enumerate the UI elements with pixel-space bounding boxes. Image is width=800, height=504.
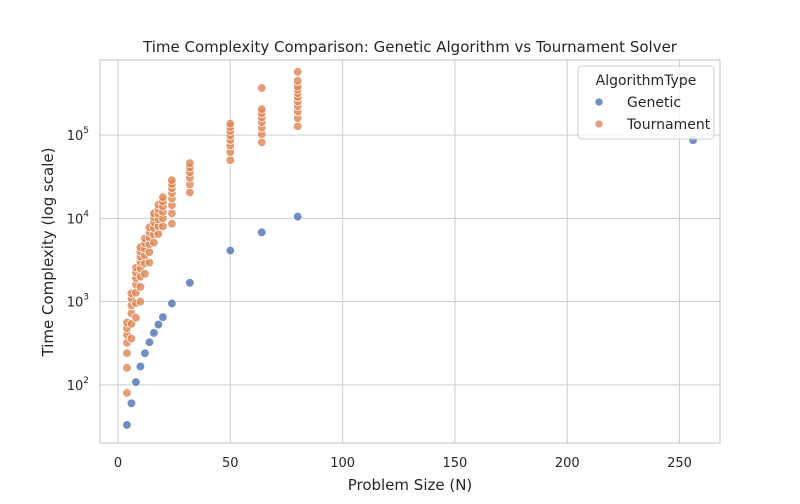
data-points [122,67,698,430]
legend: AlgorithmType Genetic Tournament [577,65,715,140]
data-point-tournament [225,118,235,129]
x-tick-label: 200 [555,456,580,471]
x-tick-label: 100 [330,456,355,471]
data-point-genetic [225,245,235,256]
data-point-genetic [135,361,146,372]
data-point-genetic [185,278,195,288]
data-point-genetic [153,319,164,330]
data-point-tournament [257,83,267,93]
data-point-tournament [257,137,267,148]
legend-marker-genetic [594,97,604,107]
data-point-tournament [122,388,132,398]
data-point-genetic [126,398,137,408]
data-point-tournament [167,175,177,185]
data-point-genetic [149,328,159,338]
legend-title: AlgorithmType [596,73,697,89]
data-point-tournament [158,221,168,232]
y-axis-ticks: 102 103 104 105 [67,126,90,394]
legend-marker-tournament [594,119,604,129]
data-point-tournament [135,296,146,307]
data-point-tournament [131,313,141,323]
y-tick-label: 103 [67,293,89,311]
x-axis-ticks: 0 50 100 150 200 250 [114,456,692,471]
data-point-tournament [144,257,155,268]
data-point-tournament [257,104,267,114]
data-point-tournament [153,229,164,239]
data-point-tournament [144,247,155,257]
y-axis-label: Time Complexity (log scale) [39,148,57,358]
data-point-tournament [122,348,132,358]
data-point-tournament [185,158,195,168]
x-tick-label: 150 [443,456,468,471]
y-tick-label: 105 [67,126,89,144]
data-point-genetic [122,420,132,430]
data-point-genetic [158,312,168,322]
data-point-tournament [135,282,146,292]
data-point-tournament [149,237,159,248]
data-point-tournament [126,333,137,344]
x-tick-label: 50 [222,456,239,471]
x-tick-label: 250 [667,456,692,471]
series-tournament [122,67,303,398]
data-point-tournament [293,67,303,77]
x-axis-label: Problem Size (N) [348,476,473,494]
data-point-genetic [144,337,155,347]
data-point-tournament [140,269,150,279]
legend-box [577,65,715,140]
data-point-tournament [158,192,168,202]
data-point-tournament [167,208,177,218]
y-tick-label: 104 [67,209,90,227]
data-point-tournament [293,121,303,131]
series-genetic [122,135,698,430]
data-point-tournament [225,155,235,165]
data-point-tournament [185,187,195,198]
data-point-tournament [122,363,132,373]
chart-title: Time Complexity Comparison: Genetic Algo… [142,38,678,56]
data-point-genetic [293,211,303,222]
x-tick-label: 0 [114,456,122,471]
y-tick-label: 102 [67,376,89,394]
data-point-genetic [140,348,150,358]
legend-label-tournament: Tournament [626,117,711,133]
legend-label-genetic: Genetic [627,95,681,111]
data-point-genetic [167,298,177,309]
data-point-tournament [293,76,303,86]
data-point-genetic [257,227,267,237]
data-point-genetic [131,377,141,387]
plot-frame [99,59,721,444]
data-point-tournament [167,219,177,229]
